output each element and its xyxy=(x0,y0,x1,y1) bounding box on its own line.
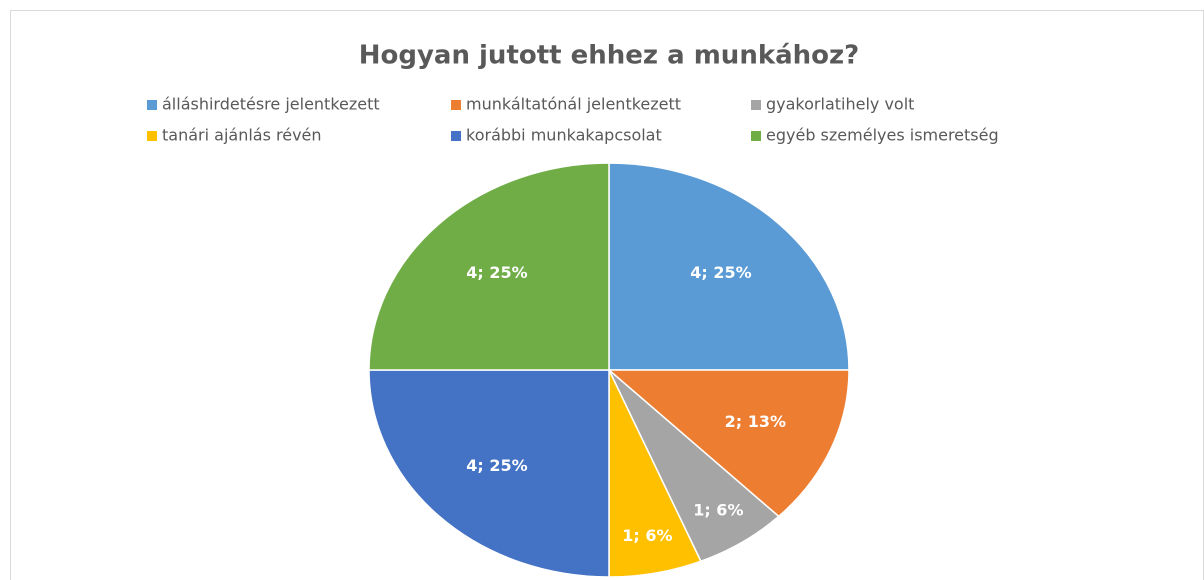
legend-label: egyéb személyes ismeretség xyxy=(766,126,999,145)
pie-slice xyxy=(608,162,850,371)
legend-swatch xyxy=(451,131,461,141)
data-label: 4; 25% xyxy=(466,456,527,475)
legend-swatch xyxy=(147,131,157,141)
legend-label: tanári ajánlás révén xyxy=(162,126,322,145)
legend-swatch xyxy=(147,100,157,110)
legend-label: álláshirdetésre jelentkezett xyxy=(162,95,380,114)
data-label: 4; 25% xyxy=(466,263,527,282)
pie-slice xyxy=(368,369,610,578)
legend-label: gyakorlatihely volt xyxy=(766,95,914,114)
legend-swatch xyxy=(751,100,761,110)
data-label: 1; 6% xyxy=(693,501,743,520)
pie-slice xyxy=(606,369,850,518)
data-label: 2; 13% xyxy=(725,412,786,431)
pie-slice xyxy=(368,162,610,371)
data-label: 1; 6% xyxy=(622,526,672,545)
chart-title: Hogyan jutott ehhez a munkához? xyxy=(359,41,860,71)
data-label: 4; 25% xyxy=(690,263,751,282)
legend-label: korábbi munkakapcsolat xyxy=(466,126,662,145)
legend-swatch xyxy=(751,131,761,141)
legend-label: munkáltatónál jelentkezett xyxy=(466,95,681,114)
legend-swatch xyxy=(451,100,461,110)
